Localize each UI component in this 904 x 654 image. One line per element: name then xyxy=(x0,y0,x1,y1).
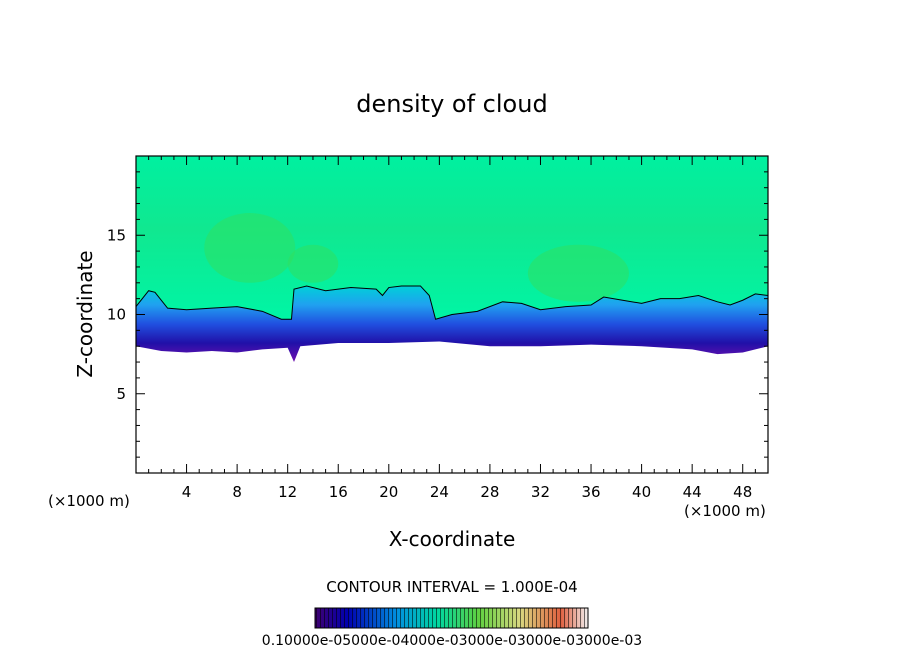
x-tick-labels: 4 8 12 16 20 24 28 32 36 40 44 48 xyxy=(182,483,752,501)
y-axis-label: Z-coordinate xyxy=(73,250,97,377)
plume-features xyxy=(204,213,629,302)
x-tick-label: 8 xyxy=(232,483,242,501)
x-tick-label: 40 xyxy=(632,483,651,501)
x-tick-label: 36 xyxy=(581,483,600,501)
x-tick-label: 32 xyxy=(531,483,550,501)
colorbar-labels: 0.10000e-05000e-04000e-03000e-03000e-030… xyxy=(262,633,642,649)
z-unit-label: (×1000 m) xyxy=(48,492,130,510)
x-tick-label: 16 xyxy=(329,483,348,501)
colorbar-stripes xyxy=(315,608,588,628)
x-tick-label: 4 xyxy=(182,483,192,501)
contour-line xyxy=(136,285,768,320)
plume-swirl-3 xyxy=(287,244,339,283)
chart-title: density of cloud xyxy=(356,90,547,118)
x-tick-label: 44 xyxy=(683,483,702,501)
y-tick-label: 10 xyxy=(107,306,126,324)
axis-ticks xyxy=(136,156,768,473)
x-tick-label: 12 xyxy=(278,483,297,501)
dense-cloud-band xyxy=(136,285,768,363)
plume-swirl-2 xyxy=(527,244,629,302)
x-tick-label: 48 xyxy=(733,483,752,501)
contour-interval: CONTOUR INTERVAL = 1.000E-04 xyxy=(326,578,577,596)
colorbar-frame xyxy=(314,607,589,629)
y-tick-label: 15 xyxy=(107,226,126,244)
x-tick-label: 24 xyxy=(430,483,449,501)
plume-swirl-1 xyxy=(204,213,296,283)
plot-area xyxy=(136,156,768,473)
x-unit-label: (×1000 m) xyxy=(684,502,766,520)
x-tick-label: 28 xyxy=(480,483,499,501)
colorbar: 0.10000e-05000e-04000e-03000e-03000e-030… xyxy=(262,607,642,649)
x-axis-label: X-coordinate xyxy=(389,527,516,551)
y-tick-label: 5 xyxy=(116,385,126,403)
x-tick-label: 20 xyxy=(379,483,398,501)
y-tick-labels: 5 10 15 xyxy=(107,226,126,403)
